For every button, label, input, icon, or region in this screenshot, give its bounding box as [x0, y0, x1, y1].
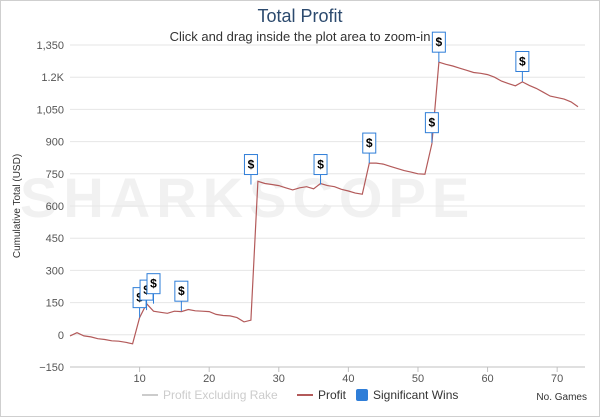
dollar-icon: $: [519, 54, 526, 68]
y-tick-label: 300: [46, 265, 64, 277]
flag-box: [362, 132, 377, 154]
legend-box-swatch: [356, 389, 368, 401]
x-tick-label: 60: [481, 373, 493, 385]
flag-box: [174, 280, 189, 302]
dollar-icon: $: [317, 158, 324, 172]
significant-win-flag[interactable]: $: [146, 273, 161, 304]
significant-win-flag[interactable]: $: [424, 112, 439, 143]
flag-box: [243, 154, 258, 176]
x-axis-title: No. Games: [536, 392, 587, 403]
flag-box: [146, 273, 161, 295]
y-tick-label: 1,050: [36, 104, 64, 116]
y-tick-label: 450: [46, 233, 64, 245]
chart-title: Total Profit: [257, 6, 343, 26]
profit-series-line: [69, 61, 579, 345]
dollar-icon: $: [178, 284, 185, 298]
flag-box: [424, 112, 439, 134]
x-tick-label: 30: [273, 373, 285, 385]
y-tick-label: 750: [46, 169, 64, 181]
legend-line-swatch: [297, 394, 313, 396]
significant-win-flag[interactable]: $: [362, 132, 377, 164]
y-tick-label: 1.2K: [41, 72, 64, 84]
watermark-logo: SHARKSCOPE: [20, 166, 476, 229]
legend-item-profit-excluding-rake[interactable]: Profit Excluding Rake: [142, 388, 278, 402]
legend-item-significant-wins[interactable]: Significant Wins: [356, 388, 458, 402]
y-tick-label: 0: [58, 330, 64, 342]
significant-win-flag[interactable]: $: [243, 154, 258, 185]
x-tick-label: 40: [342, 373, 354, 385]
y-tick-label: −150: [39, 362, 64, 374]
flag-box: [313, 154, 328, 176]
dollar-icon: $: [436, 35, 443, 49]
dollar-icon: $: [248, 158, 255, 172]
y-tick-label: 1,350: [36, 40, 64, 52]
x-tick-label: 50: [412, 373, 424, 385]
dollar-icon: $: [366, 136, 373, 150]
y-tick-label: 600: [46, 201, 64, 213]
significant-win-flag[interactable]: $: [431, 31, 446, 63]
flag-box: [515, 50, 530, 72]
y-tick-label: 900: [46, 137, 64, 149]
legend-label: Profit: [318, 388, 347, 402]
series-layer: [69, 61, 579, 345]
legend-line-swatch: [142, 394, 158, 396]
significant-win-flag[interactable]: $: [174, 280, 189, 312]
flag-box: [431, 31, 446, 53]
significant-win-flag[interactable]: $: [313, 154, 328, 185]
y-axis-title: Cumulative Total (USD): [12, 154, 23, 258]
x-tick-label: 70: [551, 373, 563, 385]
x-tick-label: 10: [133, 373, 145, 385]
significant-win-flag[interactable]: $: [515, 50, 530, 82]
dollar-icon: $: [429, 116, 436, 130]
chart-subtitle: Click and drag inside the plot area to z…: [169, 29, 431, 44]
dollar-icon: $: [150, 277, 157, 291]
significant-wins-flags[interactable]: $$$$$$$$$$: [132, 31, 530, 318]
legend-item-profit[interactable]: Profit: [297, 388, 346, 402]
grid-lines: [70, 44, 585, 368]
legend-label: Profit Excluding Rake: [163, 388, 278, 402]
x-tick-label: 20: [203, 373, 215, 385]
axes: −150 0 150 300 450 600 750 900 1,050 1.2K 1,350 10 2…: [12, 40, 587, 403]
y-tick-label: 150: [46, 298, 64, 310]
legend-label: Significant Wins: [373, 388, 459, 402]
